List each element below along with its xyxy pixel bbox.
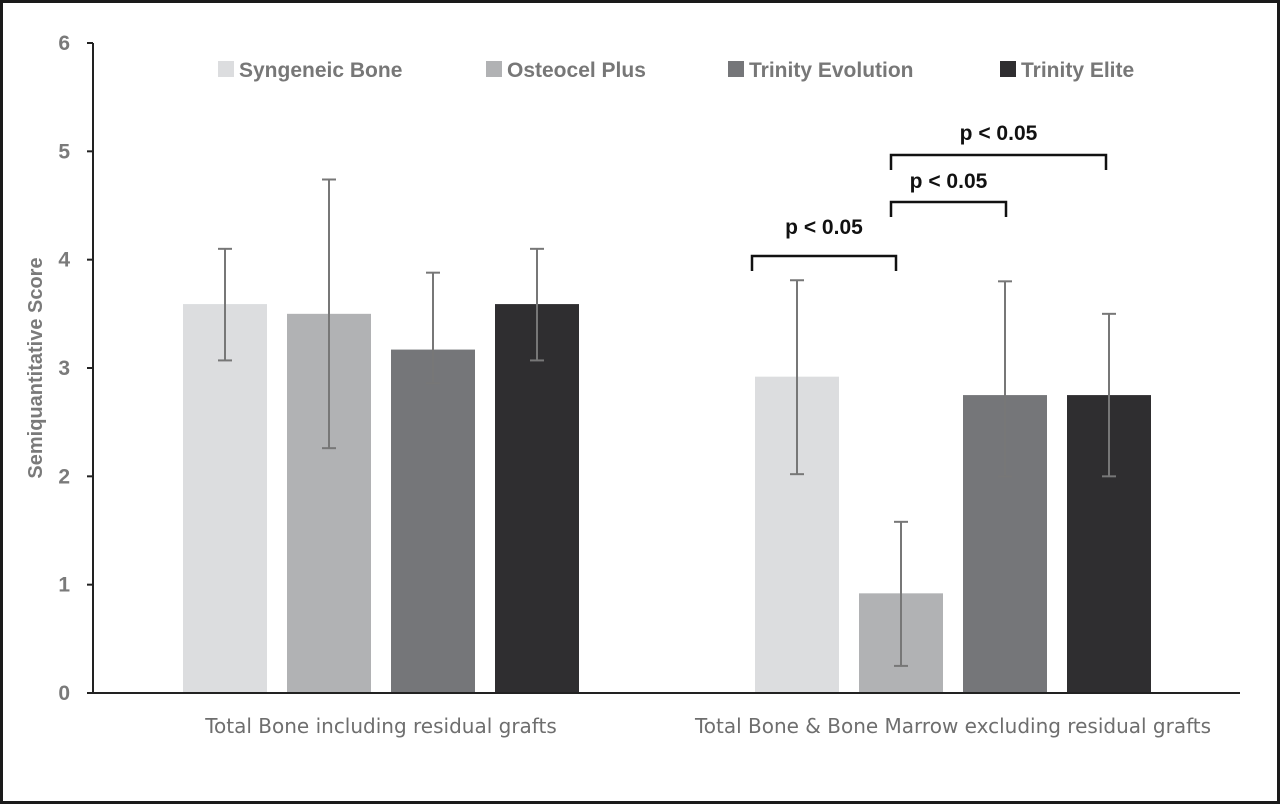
bar-4-cat-1 — [495, 304, 579, 693]
y-tick-label-0: 0 — [58, 682, 70, 705]
y-tick-label-3: 3 — [58, 357, 70, 380]
y-axis-label: Semiquantitative Score — [25, 257, 47, 478]
significance-label-2: p < 0.05 — [910, 170, 988, 193]
significance-bracket-1 — [750, 254, 898, 271]
significance-label-3: p < 0.05 — [960, 122, 1038, 145]
bar-3-cat-1 — [391, 349, 475, 693]
legend: Syngeneic Bone Osteocel Plus Trinity Evolu… — [218, 59, 1134, 82]
legend-swatch-3 — [728, 61, 744, 77]
category-labels-group: Total Bone including residual grafts Tota… — [204, 714, 1211, 738]
y-tick-label-2: 2 — [58, 465, 70, 488]
legend-label-3: Trinity Evolution — [749, 59, 914, 82]
bars-group — [183, 304, 1151, 693]
legend-label-2: Osteocel Plus — [507, 59, 646, 82]
legend-label-4: Trinity Elite — [1021, 59, 1134, 82]
significance-label-1: p < 0.05 — [785, 216, 863, 239]
bar-1-cat-1 — [183, 304, 267, 693]
significance-bracket-2 — [889, 200, 1008, 217]
legend-swatch-1 — [218, 61, 234, 77]
category-label-1: Total Bone including residual grafts — [204, 714, 557, 738]
y-tick-label-1: 1 — [58, 574, 70, 597]
legend-swatch-4 — [1000, 61, 1016, 77]
significance-annotations: p < 0.05 p < 0.05 p < 0.05 — [750, 122, 1108, 271]
y-tick-label-5: 5 — [58, 140, 70, 163]
y-ticks-group: 0 1 2 3 4 5 6 — [58, 32, 93, 705]
error-bars-group — [218, 178, 1116, 667]
y-tick-label-6: 6 — [58, 32, 70, 55]
significance-bracket-3 — [889, 153, 1108, 170]
category-label-2: Total Bone & Bone Marrow excluding resid… — [694, 714, 1211, 738]
legend-swatch-2 — [486, 61, 502, 77]
legend-label-1: Syngeneic Bone — [239, 59, 402, 82]
y-tick-label-4: 4 — [58, 249, 70, 272]
